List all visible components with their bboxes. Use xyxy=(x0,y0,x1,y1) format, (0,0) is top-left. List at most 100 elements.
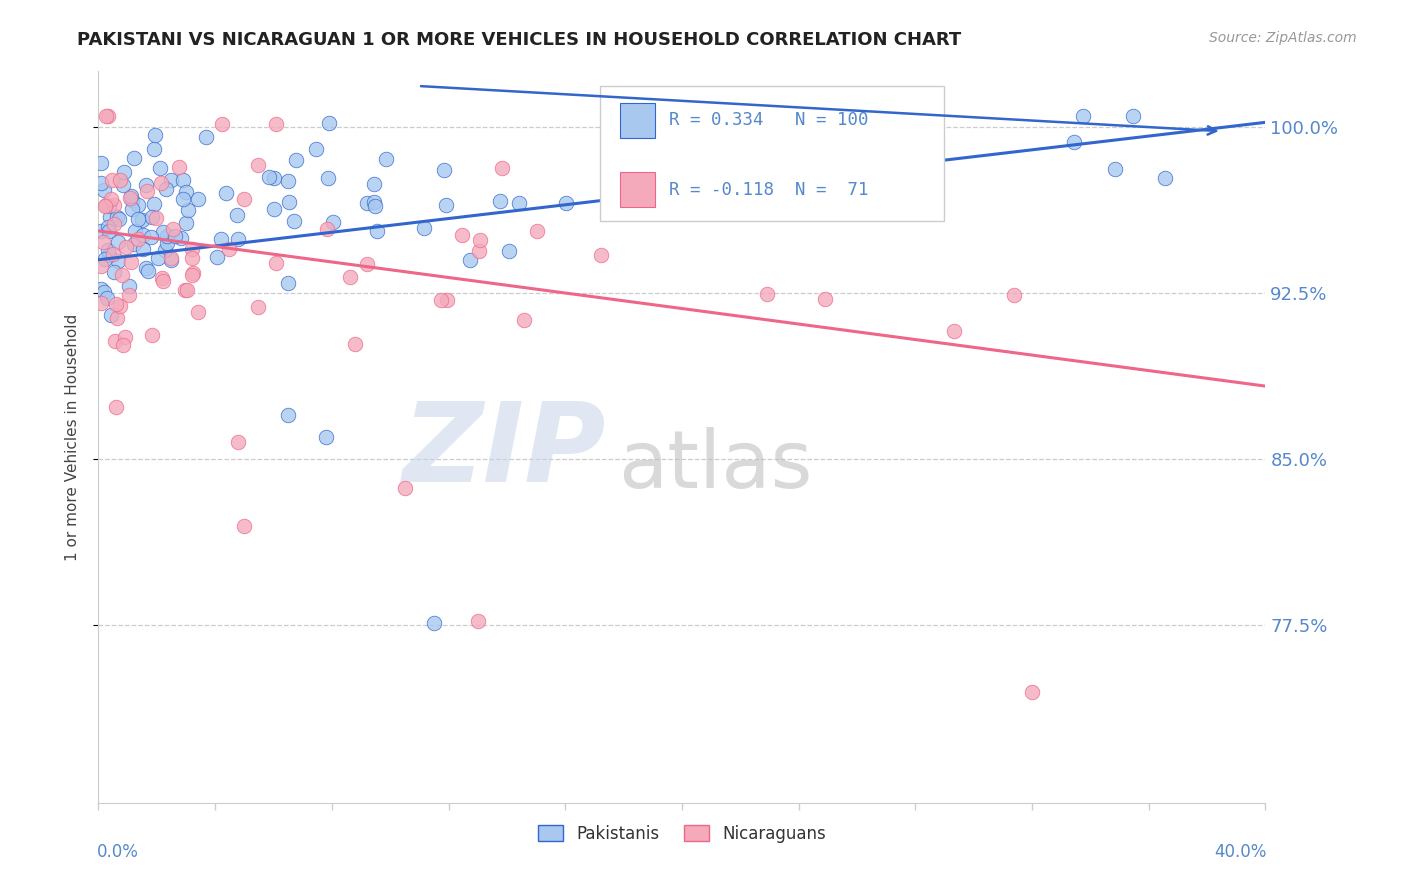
Point xyxy=(394,481,416,495)
Point xyxy=(264,117,287,131)
Point xyxy=(277,173,299,187)
Point xyxy=(141,230,163,244)
Point xyxy=(181,242,204,256)
Point xyxy=(450,228,472,243)
Point xyxy=(93,183,115,197)
Point xyxy=(761,129,783,144)
Point xyxy=(155,181,177,195)
Point xyxy=(135,184,157,198)
Point xyxy=(121,202,143,217)
Point xyxy=(96,109,118,123)
Point xyxy=(172,172,194,186)
Point xyxy=(755,286,778,301)
Point xyxy=(145,211,167,226)
Point xyxy=(458,252,481,267)
Point xyxy=(122,151,145,165)
Point xyxy=(90,156,112,170)
Text: ZIP: ZIP xyxy=(402,398,606,505)
Point xyxy=(91,235,114,250)
Point xyxy=(108,211,131,226)
Point xyxy=(150,270,173,285)
Point xyxy=(152,225,174,239)
Point xyxy=(97,224,120,238)
Point xyxy=(156,229,179,244)
Point xyxy=(143,142,166,156)
Point xyxy=(322,215,344,229)
Legend: Pakistanis, Nicaraguans: Pakistanis, Nicaraguans xyxy=(531,818,832,849)
Point xyxy=(131,213,153,227)
Point xyxy=(141,327,163,342)
Point xyxy=(375,152,398,166)
Point xyxy=(470,233,492,247)
Point xyxy=(108,299,131,313)
Text: PAKISTANI VS NICARAGUAN 1 OR MORE VEHICLES IN HOUSEHOLD CORRELATION CHART: PAKISTANI VS NICARAGUAN 1 OR MORE VEHICL… xyxy=(77,31,962,49)
Point xyxy=(162,222,184,236)
Point xyxy=(152,274,174,288)
Point xyxy=(153,244,176,258)
Point xyxy=(120,255,142,269)
Point xyxy=(104,334,127,348)
Point xyxy=(233,518,256,533)
Point xyxy=(122,237,145,252)
Point xyxy=(228,434,250,449)
Point xyxy=(177,202,200,217)
Point xyxy=(127,211,149,226)
Point xyxy=(90,259,112,273)
Point xyxy=(277,194,299,209)
Point xyxy=(148,161,170,176)
Point xyxy=(159,252,181,267)
Point xyxy=(218,242,240,256)
Point xyxy=(174,185,197,199)
Text: R = -0.118  N =  71: R = -0.118 N = 71 xyxy=(669,180,869,199)
Point xyxy=(176,283,198,297)
Point xyxy=(180,268,202,282)
Point xyxy=(304,142,326,156)
Point xyxy=(118,288,141,302)
Point xyxy=(214,186,236,200)
Text: R = 0.334   N = 100: R = 0.334 N = 100 xyxy=(669,112,869,129)
Point xyxy=(165,229,187,244)
Point xyxy=(97,243,120,257)
Point xyxy=(436,293,458,307)
Point xyxy=(90,176,112,190)
Point xyxy=(172,192,194,206)
Point xyxy=(118,190,141,204)
Point xyxy=(467,614,489,628)
Point xyxy=(174,216,197,230)
Point xyxy=(127,232,149,246)
Point xyxy=(180,252,202,266)
Point xyxy=(94,252,117,266)
Point xyxy=(413,220,436,235)
Point xyxy=(100,192,122,206)
Point xyxy=(90,225,112,239)
Point xyxy=(1154,170,1177,185)
Point xyxy=(173,283,195,297)
Point xyxy=(363,178,385,192)
Point xyxy=(127,197,149,211)
Y-axis label: 1 or more Vehicles in Household: 1 or more Vehicles in Household xyxy=(65,313,80,561)
Point xyxy=(97,220,120,235)
Point xyxy=(555,195,578,210)
Point xyxy=(513,312,536,326)
Point xyxy=(98,199,121,213)
Point xyxy=(135,261,157,276)
Point xyxy=(264,256,287,270)
Point xyxy=(489,194,512,208)
Point xyxy=(112,338,135,352)
Point xyxy=(211,117,233,131)
Point xyxy=(100,173,122,187)
Point xyxy=(103,265,125,279)
Point xyxy=(187,192,209,206)
Point xyxy=(943,325,966,339)
Point xyxy=(225,208,247,222)
Point xyxy=(263,202,285,217)
Point xyxy=(356,196,378,211)
Point xyxy=(263,170,285,185)
Point xyxy=(112,165,135,179)
Text: 0.0%: 0.0% xyxy=(97,843,139,861)
Point xyxy=(277,408,299,422)
Point xyxy=(226,232,249,246)
Point xyxy=(343,337,366,351)
Point xyxy=(93,285,115,299)
FancyBboxPatch shape xyxy=(600,86,945,221)
